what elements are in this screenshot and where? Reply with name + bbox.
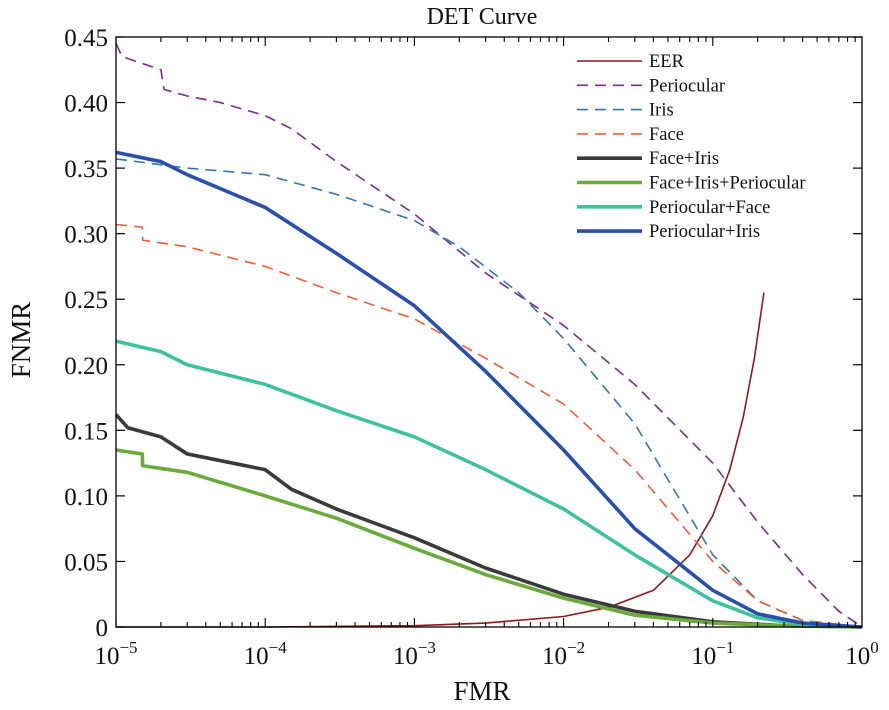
- series-line-periocular-iris: [115, 150, 863, 629]
- y-tick-label: 0: [96, 615, 109, 642]
- y-tick-label: 0.30: [64, 222, 108, 249]
- y-axis-label: FNMR: [6, 302, 36, 379]
- x-tick-label: 10−1: [691, 638, 734, 670]
- legend-label: Periocular+Iris: [649, 222, 760, 242]
- legend-label: Face+Iris: [649, 149, 719, 169]
- chart-title: DET Curve: [427, 4, 538, 30]
- legend-label: Iris: [649, 101, 674, 121]
- legend-label: Face: [649, 125, 684, 145]
- x-axis-label: FMR: [453, 676, 510, 706]
- series-line-face: [115, 223, 863, 628]
- x-tick-labels: 10−5 10−4 10−3 10−2 10−1 100: [94, 638, 878, 670]
- x-tick-label: 10−5: [94, 638, 137, 670]
- y-tick-labels: 0 0.05 0.10 0.15 0.20 0.25 0.30 0.35 0.40 0.45: [64, 25, 108, 642]
- y-tick-label: 0.20: [64, 353, 108, 380]
- legend-label: Face+Iris+Periocular: [649, 174, 805, 194]
- plot-frame: [115, 36, 863, 628]
- legend-label: EER: [649, 52, 685, 72]
- legend: EER Periocular Iris Face Face+Iris Face+Iris+…: [577, 52, 805, 242]
- ticks-layer: [115, 36, 862, 628]
- y-tick-label: 0.15: [64, 418, 108, 445]
- y-tick-label: 0.10: [64, 484, 108, 511]
- series-line-iris: [115, 158, 863, 628]
- series-line-periocular-face: [115, 339, 863, 629]
- series-line-face-iris-periocular: [115, 448, 863, 629]
- y-tick-label: 0.40: [64, 91, 108, 118]
- x-tick-label: 10−4: [244, 638, 288, 670]
- y-tick-label: 0.05: [64, 549, 108, 576]
- y-tick-label: 0.25: [64, 287, 108, 314]
- series-layer: [114, 43, 863, 629]
- legend-label: Periocular+Face: [649, 198, 770, 218]
- series-line-periocular: [115, 43, 863, 628]
- x-tick-label: 100: [845, 638, 879, 670]
- y-tick-label: 0.45: [64, 25, 108, 52]
- x-tick-label: 10−3: [393, 638, 436, 670]
- y-tick-label: 0.35: [64, 156, 108, 183]
- legend-label: Periocular: [649, 76, 725, 96]
- x-tick-label: 10−2: [542, 638, 585, 670]
